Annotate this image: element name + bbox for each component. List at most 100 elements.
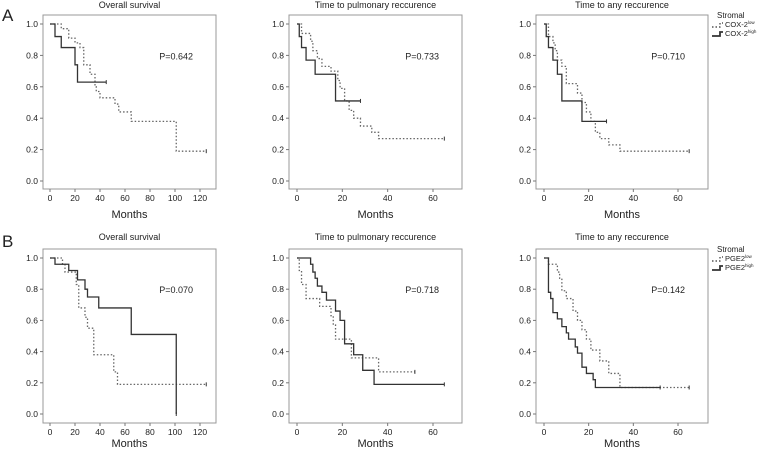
plot-frame [42,248,217,424]
y-tick-label: 0.4 [519,347,531,357]
x-tick-label: 40 [95,427,105,437]
y-tick-label: 0.2 [26,378,38,388]
y-tick-label: 0.4 [519,113,531,123]
y-tick-label: 0.6 [519,315,531,325]
survival-curve-high [50,257,177,414]
x-tick-label: 60 [428,427,438,437]
plot-frame [535,14,709,190]
plot-frame [288,14,463,190]
y-tick-label: 0.0 [272,176,284,186]
legend-label: PGE2high [725,263,754,272]
survival-curve-low [544,23,690,152]
x-tick-label: 40 [95,193,105,203]
x-tick-label: 20 [584,427,594,437]
x-tick-label: 0 [542,427,547,437]
p-value: P=0.718 [405,285,439,295]
y-tick-label: 0.8 [26,50,38,60]
y-tick-label: 0.2 [272,145,284,155]
x-tick-label: 0 [48,193,53,203]
legend-swatch-high [712,265,723,271]
x-tick-label: 40 [383,193,393,203]
chart-title: Time to any reccurence [575,232,669,242]
x-tick-label: 60 [428,193,438,203]
legend-swatch-high [712,31,723,37]
legend-swatch-low [712,22,723,28]
x-tick-label: 100 [168,193,182,203]
y-tick-label: 1.0 [519,253,531,263]
x-tick-label: 100 [168,427,182,437]
x-tick-label: 60 [120,193,130,203]
y-tick-label: 0.8 [272,284,284,294]
x-tick-label: 0 [295,193,300,203]
legend-label: PGE2low [725,254,753,263]
p-value: P=0.070 [159,285,193,295]
x-tick-label: 40 [629,427,639,437]
x-tick-label: 80 [145,427,155,437]
p-value: P=0.142 [651,285,685,295]
p-value: P=0.710 [651,51,685,61]
x-tick-label: 40 [629,193,639,203]
survival-curve-high [297,257,445,386]
km-panel: Time to pulmonary reccurence 0.0 0.2 0.4 0.6… [272,232,463,450]
survival-curve-high [50,23,107,83]
plot-frame [42,14,217,190]
y-tick-label: 0.0 [519,176,531,186]
x-tick-label: 0 [48,427,53,437]
y-tick-label: 0.2 [26,145,38,155]
chart-title: Time to any reccurence [575,0,669,10]
x-tick-label: 20 [338,427,348,437]
x-tick-label: 60 [673,427,683,437]
survival-curve-high [297,23,361,102]
survival-curve-low [544,257,690,389]
x-tick-label: 20 [70,193,80,203]
y-tick-label: 1.0 [519,19,531,29]
p-value: P=0.733 [405,51,439,61]
survival-curve-low [50,257,207,386]
legend-swatch-low [712,256,723,262]
km-panel: Time to any reccurence 0.0 0.2 0.4 0.6 0.8 1.0… [519,0,709,221]
y-tick-label: 0.4 [26,347,38,357]
y-tick-label: 0.6 [519,82,531,92]
x-tick-label: 0 [295,427,300,437]
y-tick-label: 0.6 [272,82,284,92]
x-tick-label: 60 [120,427,130,437]
x-axis-label: Months [357,209,394,221]
x-axis-label: Months [604,438,641,450]
panel-label: A [2,6,14,25]
km-panel: Time to pulmonary reccurence 0.0 0.2 0.4 0.6… [272,0,463,221]
x-tick-label: 0 [542,193,547,203]
x-tick-label: 120 [193,193,207,203]
legend-label: COX-2low [725,20,755,29]
legend-title: Stromal [717,245,745,254]
y-tick-label: 0.6 [272,315,284,325]
y-tick-label: 0.0 [519,409,531,419]
survival-curve-low [297,23,445,140]
y-tick-label: 0.8 [272,50,284,60]
x-tick-label: 20 [338,193,348,203]
km-panel: Overall survival 0.0 0.2 0.4 0.6 0.8 1.0 0 20 40 6… [26,0,217,221]
survival-curve-low [50,23,207,152]
survival-curve-high [544,23,607,122]
y-tick-label: 0.2 [272,378,284,388]
y-tick-label: 0.4 [272,347,284,357]
y-tick-label: 0.2 [519,145,531,155]
km-panel: Time to any reccurence 0.0 0.2 0.4 0.6 0.8 1.0… [519,232,709,450]
x-axis-label: Months [604,209,641,221]
y-tick-label: 0.8 [26,284,38,294]
survival-curve-high [544,257,661,389]
y-tick-label: 0.8 [519,50,531,60]
y-tick-label: 0.0 [26,176,38,186]
legend-title: Stromal [717,11,745,20]
y-tick-label: 0.6 [26,82,38,92]
plot-frame [535,248,709,424]
legend-label: COX-2high [725,29,757,38]
y-tick-label: 0.8 [519,284,531,294]
x-tick-label: 20 [584,193,594,203]
x-axis-label: Months [111,209,148,221]
y-tick-label: 0.0 [272,409,284,419]
chart-title: Time to pulmonary reccurence [315,232,436,242]
x-tick-label: 20 [70,427,80,437]
